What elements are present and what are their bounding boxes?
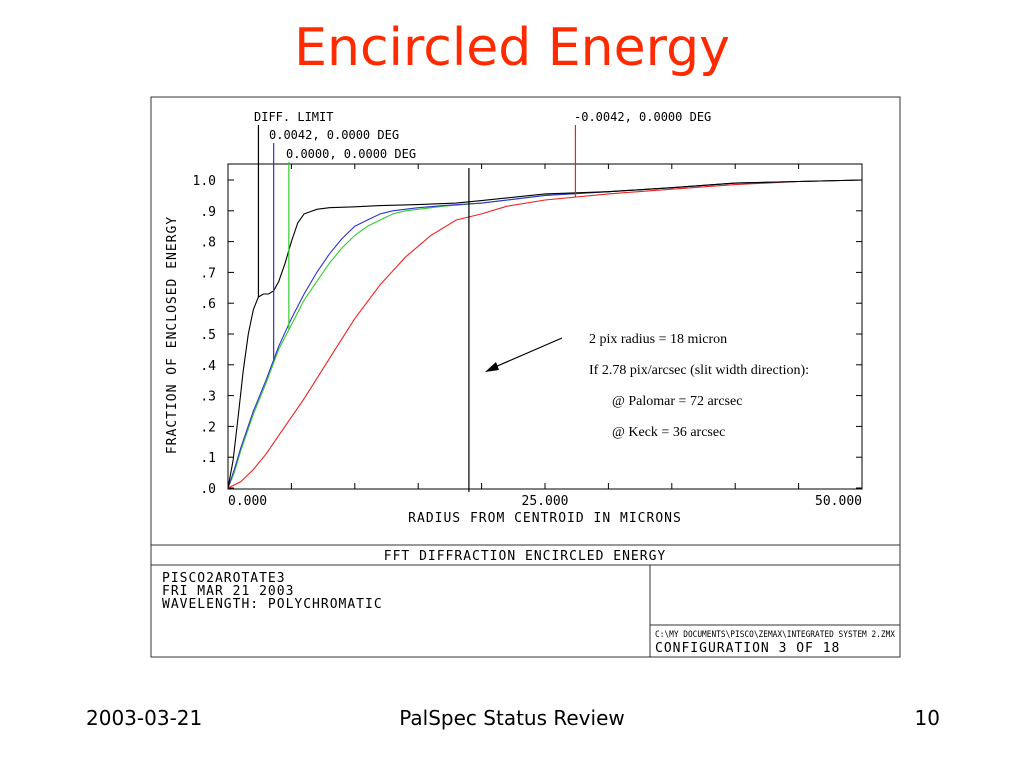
plot-info-line-1: PISCO2AROTATE3 [162,571,286,586]
y-tick-label: .9 [200,205,216,220]
plot-info-line-2: FRI MAR 21 2003 [162,584,294,599]
y-tick-label: .2 [200,420,216,435]
annotation-arrow [487,337,563,371]
plot-configuration: CONFIGURATION 3 OF 18 [655,641,840,656]
annotation-line-2: If 2.78 pix/arcsec (slit width direction… [589,363,809,378]
x-tick-label: 25.000 [522,494,569,509]
series-line-3 [227,179,863,489]
x-tick-labels: 0.000 25.000 50.000 [228,494,862,509]
annotation-line-1: 2 pix radius = 18 micron [589,332,727,347]
legend-label-0: DIFF. LIMIT [254,110,333,124]
y-tick-labels: .0 .1 .2 .3 .4 .5 .6 .7 .8 .9 1.0 [193,174,217,497]
plot-frame [150,96,901,658]
x-tick-label: 50.000 [815,494,862,509]
y-tick-label: .4 [200,359,216,374]
y-tick-label: .6 [200,297,216,312]
slide-title: Encircled Energy [294,18,730,78]
legend-label-2: 0.0000, 0.0000 DEG [286,147,416,161]
legend-label-1: 0.0042, 0.0000 DEG [269,128,399,142]
annotation-arrowhead [485,362,499,372]
y-tick-label: .1 [200,451,216,466]
plot-footer-heading: FFT DIFFRACTION ENCIRCLED ENERGY [384,549,666,564]
series-line-1 [227,179,863,489]
series-layer [227,168,863,492]
y-tick-label: .3 [200,390,216,405]
y-tick-label: .8 [200,236,216,251]
series-line-0 [227,179,863,489]
legend-layer: DIFF. LIMIT 0.0042, 0.0000 DEG 0.0000, 0.0… [254,110,711,360]
footer-title: PalSpec Status Review [399,706,625,730]
axis-ticks [227,164,863,489]
annotation-line-4: @ Keck = 36 arcsec [612,425,725,440]
footer-page-number: 10 [914,706,940,730]
x-axis-label: RADIUS FROM CENTROID IN MICRONS [408,511,682,526]
annotation-line-3: @ Palomar = 72 arcsec [612,394,742,409]
y-tick-label: .7 [200,266,216,281]
series-line-2 [227,179,863,489]
x-tick-label: 0.000 [228,494,267,509]
y-tick-label: .5 [200,328,216,343]
y-tick-label: 1.0 [193,174,216,189]
footer-date: 2003-03-21 [86,706,203,730]
plot-info-line-3: WAVELENGTH: POLYCHROMATIC [162,597,383,612]
y-axis-label: FRACTION OF ENCLOSED ENERGY [165,216,180,454]
plot-file-path: C:\MY DOCUMENTS\PISCO\ZEMAX\INTEGRATED S… [655,630,896,640]
axes-box [227,163,863,490]
y-tick-label: .0 [200,482,216,497]
legend-label-3: -0.0042, 0.0000 DEG [574,110,711,124]
